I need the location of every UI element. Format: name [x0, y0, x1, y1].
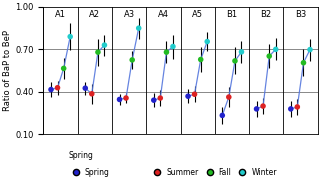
Point — [151, 99, 156, 102]
Point — [220, 114, 225, 117]
Text: A5: A5 — [192, 10, 203, 19]
Text: Spring: Spring — [68, 151, 93, 160]
Point — [136, 27, 141, 30]
Point — [205, 40, 210, 43]
Point — [288, 107, 293, 110]
Point — [226, 96, 231, 99]
Point — [130, 58, 135, 61]
Point — [198, 58, 203, 61]
Point — [239, 50, 244, 53]
Point — [273, 48, 278, 51]
Text: A4: A4 — [158, 10, 169, 19]
Legend: Spring: Spring — [66, 167, 111, 179]
Point — [186, 95, 191, 98]
Point — [95, 51, 100, 54]
Text: B1: B1 — [226, 10, 238, 19]
Point — [301, 61, 306, 64]
Text: A3: A3 — [124, 10, 135, 19]
Text: B2: B2 — [261, 10, 272, 19]
Text: A1: A1 — [55, 10, 66, 19]
Point — [232, 59, 238, 62]
Point — [308, 48, 313, 51]
Point — [260, 105, 265, 108]
Point — [158, 97, 163, 100]
Point — [48, 88, 54, 91]
Point — [124, 97, 129, 100]
Point — [295, 105, 300, 108]
Point — [102, 44, 107, 47]
Y-axis label: Ratio of BaP to BeP: Ratio of BaP to BeP — [4, 30, 13, 111]
Point — [61, 67, 66, 70]
Point — [117, 98, 122, 101]
Point — [170, 45, 176, 48]
Text: B3: B3 — [295, 10, 306, 19]
Point — [164, 51, 169, 54]
Point — [83, 87, 88, 90]
Point — [254, 107, 259, 110]
Text: A2: A2 — [89, 10, 100, 19]
Point — [192, 93, 197, 96]
Point — [68, 35, 73, 38]
Point — [55, 86, 60, 89]
Point — [267, 55, 272, 58]
Point — [89, 92, 94, 95]
